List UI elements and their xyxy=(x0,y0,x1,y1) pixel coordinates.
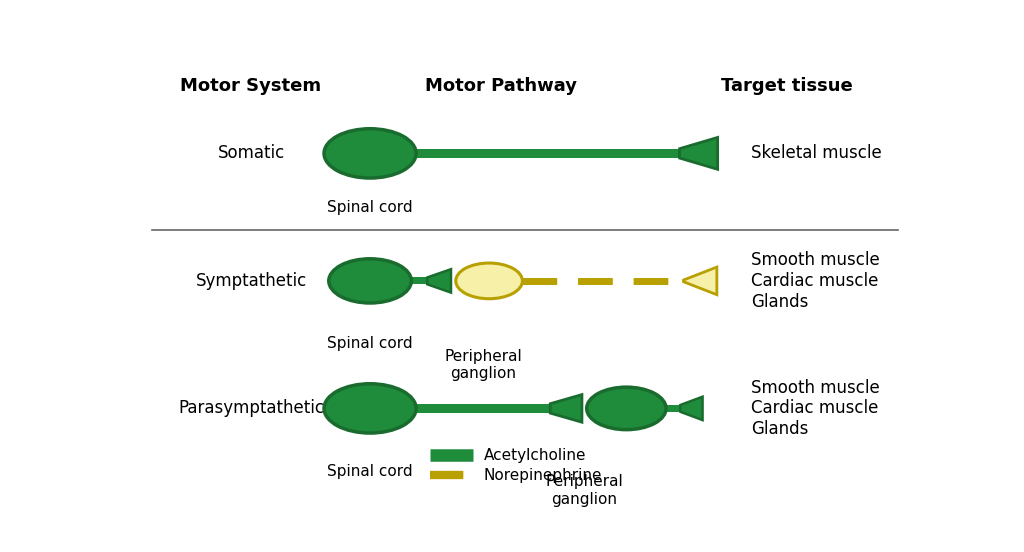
Text: Acetylcholine: Acetylcholine xyxy=(483,448,586,463)
Text: Smooth muscle
Cardiac muscle
Glands: Smooth muscle Cardiac muscle Glands xyxy=(751,379,880,438)
Polygon shape xyxy=(416,404,550,413)
Text: Peripheral
ganglion: Peripheral ganglion xyxy=(444,349,522,381)
Text: Symptathetic: Symptathetic xyxy=(196,272,306,290)
Polygon shape xyxy=(680,397,702,420)
Text: Parasymptathetic: Parasymptathetic xyxy=(178,400,324,417)
Text: Norepinephrine: Norepinephrine xyxy=(483,468,602,482)
Text: Peripheral
ganglion: Peripheral ganglion xyxy=(546,474,624,507)
Polygon shape xyxy=(666,405,680,412)
Polygon shape xyxy=(684,267,717,295)
Text: Motor System: Motor System xyxy=(180,77,322,95)
Polygon shape xyxy=(412,278,427,284)
Circle shape xyxy=(456,263,522,299)
Text: Somatic: Somatic xyxy=(217,145,285,162)
Polygon shape xyxy=(680,137,718,169)
Text: Motor Pathway: Motor Pathway xyxy=(425,77,577,95)
Text: Smooth muscle
Cardiac muscle
Glands: Smooth muscle Cardiac muscle Glands xyxy=(751,251,880,311)
Text: Spinal cord: Spinal cord xyxy=(328,336,413,351)
Circle shape xyxy=(324,384,416,433)
Polygon shape xyxy=(550,395,582,422)
Polygon shape xyxy=(427,269,451,293)
Text: Spinal cord: Spinal cord xyxy=(328,200,413,215)
Text: Spinal cord: Spinal cord xyxy=(328,464,413,479)
Circle shape xyxy=(587,387,666,429)
Text: Skeletal muscle: Skeletal muscle xyxy=(751,145,882,162)
Text: Target tissue: Target tissue xyxy=(721,77,853,95)
Circle shape xyxy=(324,129,416,178)
Circle shape xyxy=(329,259,412,303)
Polygon shape xyxy=(416,148,680,158)
